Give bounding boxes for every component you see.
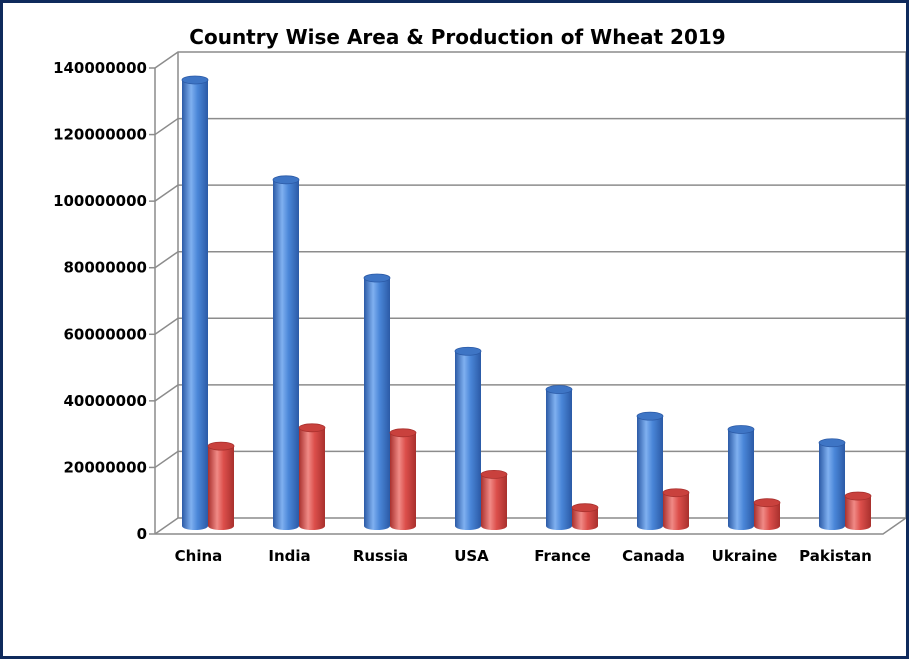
- gridline: [154, 184, 906, 202]
- chart-title: Country Wise Area & Production of Wheat …: [189, 25, 726, 49]
- bar-russia-series-1: [363, 273, 391, 530]
- category-label-usa: USA: [454, 547, 489, 565]
- y-tick-label: 100000000: [53, 192, 147, 210]
- gridline: [154, 517, 906, 535]
- y-tick-label: 80000000: [64, 259, 148, 277]
- bar-usa-series-1: [454, 346, 482, 530]
- gridlines: [154, 51, 906, 535]
- y-tick-label: 0: [137, 525, 147, 543]
- bar-france-series-1: [545, 385, 573, 530]
- gridline: [154, 51, 906, 69]
- gridline: [154, 117, 906, 136]
- bar-canada-series-2: [662, 488, 690, 530]
- bar-pakistan-series-1: [818, 438, 846, 530]
- gridline: [154, 450, 906, 469]
- category-label-ukraine: Ukraine: [712, 547, 778, 565]
- category-label-russia: Russia: [353, 547, 408, 565]
- y-tick-label: 120000000: [53, 126, 147, 144]
- category-label-china: China: [175, 547, 223, 565]
- bar-china-series-1: [181, 75, 209, 530]
- category-label-france: France: [534, 547, 591, 565]
- bar-chart: 0 20000000 40000000 60000000 80000000 1000000…: [53, 51, 906, 565]
- bar-russia-series-2: [389, 428, 417, 530]
- gridline: [154, 384, 906, 402]
- y-tick-label: 20000000: [64, 458, 148, 476]
- bar-ukraine-series-1: [727, 425, 755, 530]
- bar-china-series-2: [207, 441, 235, 530]
- category-label-pakistan: Pakistan: [799, 547, 872, 565]
- bar-pakistan-series-2: [844, 491, 872, 530]
- bar-france-series-2: [571, 503, 599, 530]
- category-label-canada: Canada: [622, 547, 685, 565]
- floor-edge: [155, 517, 906, 535]
- bar-india-series-1: [272, 175, 300, 531]
- bar-canada-series-1: [636, 411, 664, 530]
- category-label-india: India: [268, 547, 310, 565]
- bar-india-series-2: [298, 423, 326, 530]
- y-tick-label: 40000000: [64, 392, 148, 410]
- gridline: [154, 317, 906, 335]
- y-tick-label: 60000000: [64, 325, 148, 343]
- gridline: [154, 250, 906, 269]
- y-tick-label: 140000000: [53, 59, 147, 77]
- bar-ukraine-series-2: [753, 498, 781, 530]
- bar-usa-series-2: [480, 470, 508, 530]
